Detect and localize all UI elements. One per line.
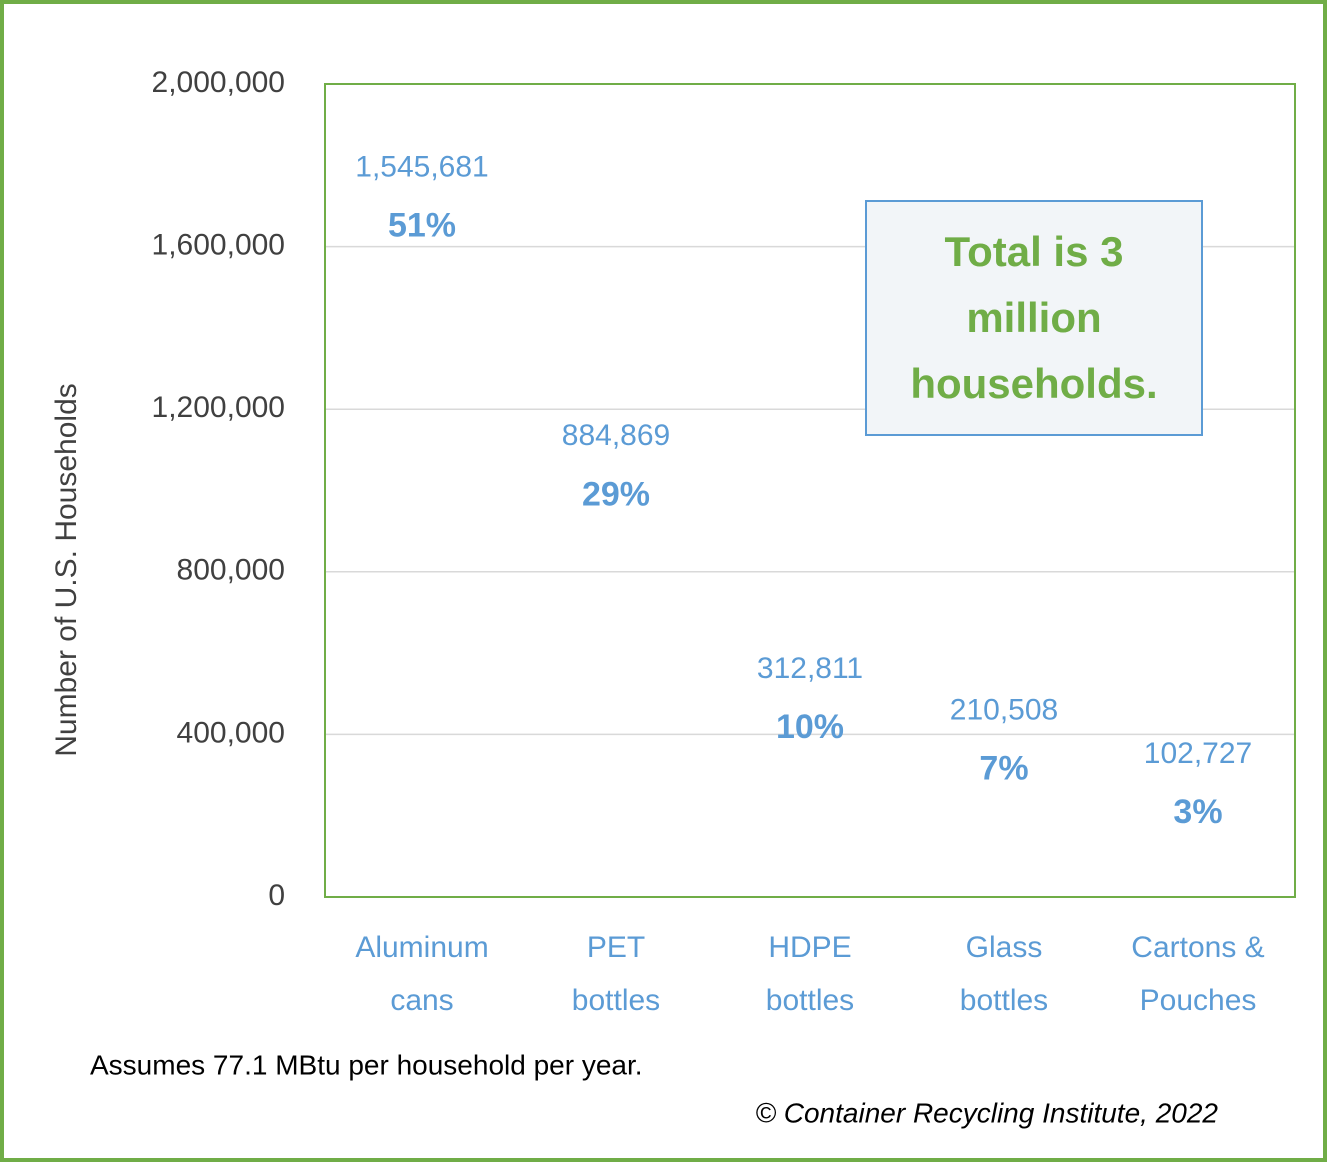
plot-area (324, 83, 1296, 898)
y-axis-label: Number of U.S. Households (50, 383, 83, 757)
value-label: 884,869 (562, 419, 670, 452)
share-label: 3% (1173, 793, 1222, 831)
y-tick-label: 400,000 (177, 716, 285, 749)
bar (364, 269, 480, 897)
credit: © Container Recycling Institute, 2022 (755, 1097, 1218, 1128)
value-label: 312,811 (757, 652, 863, 685)
bar (946, 811, 1062, 897)
y-tick-label: 2,000,000 (152, 66, 285, 99)
note: Assumes 77.1 MBtu per household per year… (90, 1049, 643, 1080)
value-label: 210,508 (950, 693, 1058, 726)
y-tick-label: 1,600,000 (152, 229, 285, 262)
value-label: 1,545,681 (355, 151, 488, 184)
share-label: 10% (776, 708, 844, 746)
x-tick-label: Glass bottles (960, 931, 1048, 1017)
bar (1140, 855, 1256, 897)
y-tick-label: 1,200,000 (152, 391, 285, 424)
x-tick-label: HDPE bottles (766, 931, 854, 1017)
share-label: 51% (388, 207, 456, 245)
x-tick-label: Aluminum cans (355, 931, 488, 1017)
y-tick-label: 0 (268, 879, 285, 912)
bar (752, 770, 868, 897)
x-tick-label: Cartons & Pouches (1131, 931, 1264, 1017)
x-tick-label: PET bottles (572, 931, 660, 1017)
bar (558, 537, 674, 897)
share-label: 7% (979, 749, 1028, 787)
share-label: 29% (582, 475, 650, 513)
y-tick-label: 800,000 (177, 554, 285, 587)
value-label: 102,727 (1144, 737, 1252, 770)
annotation: Total is 3 million households. (865, 200, 1203, 436)
